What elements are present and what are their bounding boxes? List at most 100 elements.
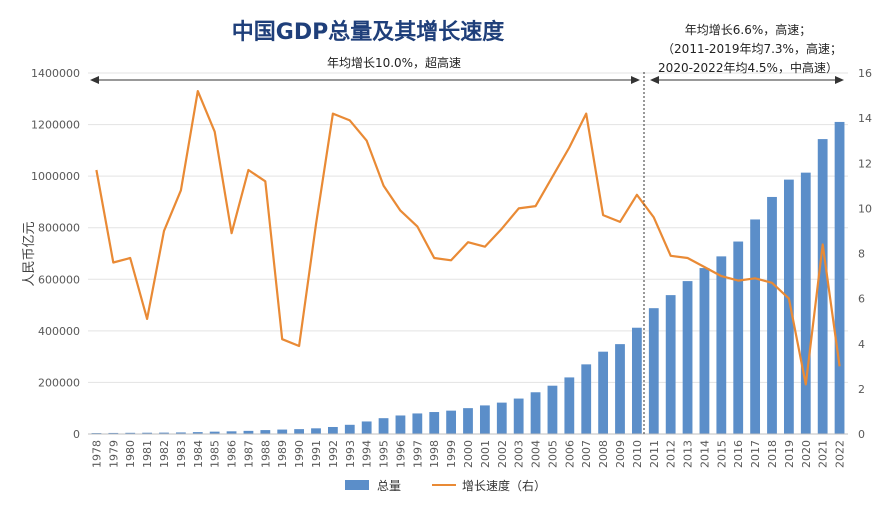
bar [496, 402, 507, 434]
annotation-right-line2: （2011-2019年均7.3%，高速； [662, 41, 842, 56]
bar [783, 179, 794, 434]
y-tick-label: 1400000 [31, 67, 80, 80]
bar [378, 418, 389, 434]
x-tick-label: 2013 [682, 440, 695, 468]
y-tick-label: 1200000 [31, 119, 80, 132]
bar [463, 408, 473, 434]
bar [159, 432, 169, 434]
bar [631, 327, 642, 434]
annotation-left: 年均增长10.0%，超高速 [327, 55, 461, 70]
bar [429, 412, 440, 434]
bar [750, 219, 761, 434]
bar [311, 428, 321, 434]
bar [125, 432, 136, 434]
bar [598, 351, 609, 434]
bar [699, 268, 710, 434]
bar [817, 139, 828, 434]
x-tick-label: 2011 [648, 440, 661, 468]
x-tick-label: 2005 [546, 440, 559, 468]
line-series-growth [95, 89, 841, 386]
bar [767, 196, 777, 434]
bar [479, 405, 490, 434]
bar [294, 429, 305, 434]
x-tick-label: 1979 [107, 440, 120, 468]
x-tick-label: 1988 [259, 440, 272, 468]
period-arrow-left [90, 76, 640, 84]
y-right-tick-label: 16 [858, 67, 872, 80]
y-right-tick-label: 0 [858, 428, 865, 441]
x-tick-label: 1990 [293, 440, 306, 468]
y-axis-label: 人民币亿元 [22, 221, 37, 286]
x-tick-label: 2016 [732, 440, 745, 468]
x-tick-label: 1981 [141, 440, 154, 468]
x-tick-label: 2017 [749, 440, 762, 468]
growth-line [95, 89, 841, 386]
chart-title: 中国GDP总量及其增长速度 [232, 19, 505, 45]
x-tick-label: 2019 [783, 440, 796, 468]
y-tick-label: 600000 [38, 273, 80, 286]
bar [260, 430, 271, 434]
x-tick-label: 2001 [479, 440, 492, 468]
x-tick-label: 1995 [378, 440, 391, 468]
legend-label-bar: 总量 [377, 479, 401, 493]
bar [682, 281, 693, 434]
y-right-tick-label: 6 [858, 293, 865, 306]
x-tick-label: 2021 [817, 440, 830, 468]
x-tick-label: 1980 [124, 440, 137, 468]
x-tick-label: 2007 [580, 440, 593, 468]
bar [243, 430, 254, 434]
legend-label-line: 增长速度（右） [462, 478, 546, 493]
bar [615, 344, 625, 434]
y-tick-label: 1000000 [31, 170, 80, 183]
bar [716, 256, 727, 434]
x-tick-label: 1994 [361, 440, 374, 468]
x-tick-label: 1998 [428, 440, 441, 468]
x-tick-label: 2015 [715, 440, 728, 468]
x-tick-label: 1992 [327, 440, 340, 468]
bar [142, 432, 153, 434]
bar [513, 398, 524, 434]
x-tick-label: 1996 [394, 440, 407, 468]
x-tick-label: 1997 [411, 440, 424, 468]
axes: 0 200000 400000 600000 800000 1000000 1200000 1… [31, 67, 872, 468]
x-tick-label: 2020 [800, 440, 813, 468]
x-tick-label: 2002 [496, 440, 509, 468]
y-right-tick-label: 14 [858, 112, 872, 125]
x-tick-label: 1986 [226, 440, 239, 468]
bar [344, 424, 355, 434]
x-tick-label: 2022 [834, 440, 847, 468]
bar [327, 426, 338, 434]
bar [226, 431, 237, 434]
x-tick-label: 2003 [513, 440, 526, 468]
x-tick-label: 2014 [698, 440, 711, 468]
bar [192, 432, 203, 434]
x-tick-label: 1984 [192, 440, 205, 468]
legend: 总量 增长速度（右） [345, 478, 546, 493]
bar [800, 172, 811, 434]
gridlines [88, 72, 848, 383]
bar [395, 415, 406, 434]
x-tick-label: 2008 [597, 440, 610, 468]
x-tick-label: 2018 [766, 440, 779, 468]
x-tick-label: 1982 [158, 440, 171, 468]
bar [581, 364, 592, 434]
annotation-right-line1: 年均增长6.6%，高速； [685, 22, 812, 37]
x-tick-label: 1978 [90, 440, 103, 468]
x-tick-label: 1989 [276, 440, 289, 468]
x-tick-label: 1985 [209, 440, 222, 468]
annotation-right-line3: 2020-2022年均4.5%，中高速） [658, 60, 838, 75]
bar-series-total [91, 121, 845, 434]
bar [547, 385, 558, 434]
x-tick-label: 2000 [462, 440, 475, 468]
bar [412, 413, 423, 434]
bar [209, 431, 220, 434]
x-tick-label: 2006 [563, 440, 576, 468]
x-tick-label: 1991 [310, 440, 323, 468]
period-arrow-right [650, 76, 844, 84]
bar [446, 410, 457, 434]
x-tick-label: 1983 [175, 440, 188, 468]
x-tick-label: 2012 [665, 440, 678, 468]
y-tick-label: 0 [73, 428, 80, 441]
y-tick-label: 400000 [38, 325, 80, 338]
